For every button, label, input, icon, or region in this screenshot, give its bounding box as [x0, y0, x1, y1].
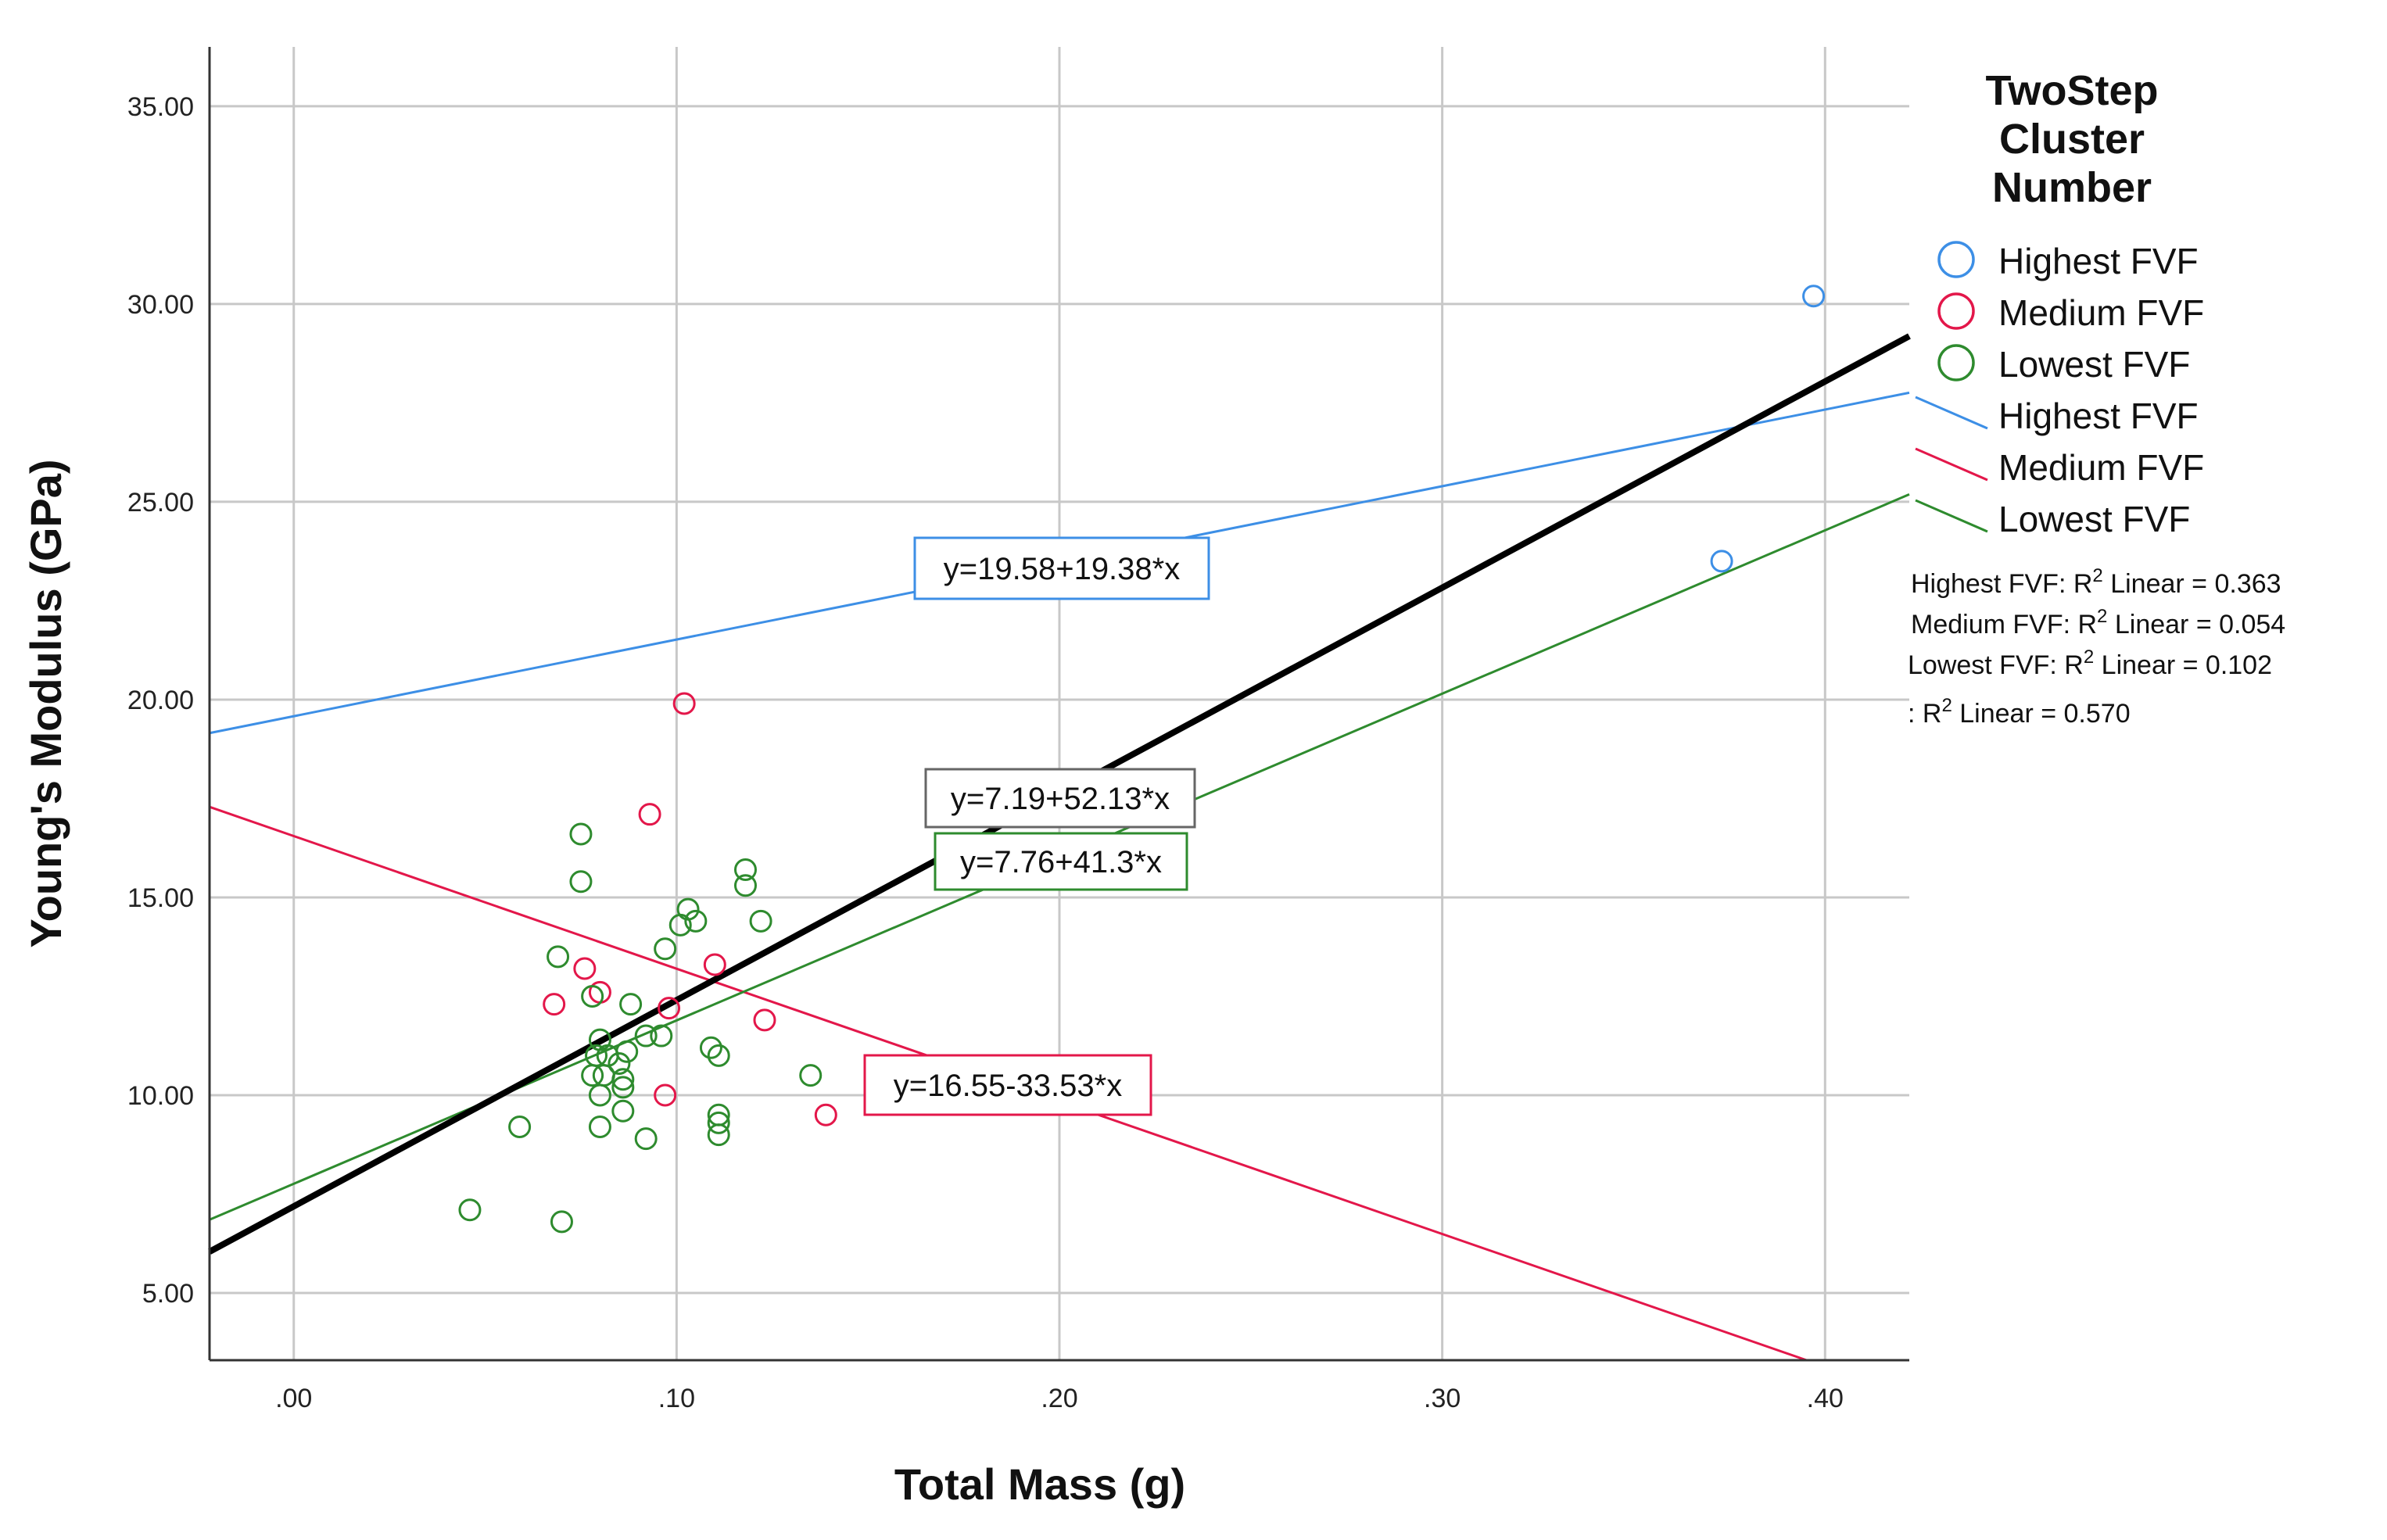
- data-point: [638, 803, 661, 826]
- x-axis-title: Total Mass (g): [894, 1459, 1185, 1509]
- legend-marker-highest: [1937, 241, 1975, 278]
- y-tick-label: 15.00: [127, 883, 194, 913]
- legend-label: Highest FVF: [1998, 396, 2199, 436]
- data-point: [588, 1115, 611, 1138]
- x-tick-label: .00: [275, 1384, 312, 1413]
- data-point: [753, 1008, 776, 1032]
- legend-line-lowest: [1915, 499, 1988, 533]
- x-tick-label: .30: [1424, 1384, 1461, 1413]
- data-point: [650, 1024, 673, 1048]
- y-tick-labels: 5.00 10.00 15.00 20.00 25.00 30.00 35.00: [127, 92, 194, 1309]
- data-point: [654, 1083, 677, 1107]
- data-point: [569, 822, 593, 846]
- data-point: [668, 913, 692, 937]
- data-point: [573, 957, 597, 980]
- data-point: [611, 1076, 635, 1099]
- equation-label-lowest: y=7.76+41.3*x: [934, 832, 1188, 891]
- data-points: [458, 285, 1826, 1234]
- legend-marker-medium: [1937, 292, 1975, 330]
- r2-line-total: : R2 Linear = 0.570: [1908, 695, 2131, 729]
- legend-label: Highest FVF: [1998, 241, 2199, 281]
- data-point: [654, 937, 677, 961]
- data-point: [619, 993, 643, 1016]
- x-tick-label: .40: [1807, 1384, 1844, 1413]
- legend-label: Medium FVF: [1998, 292, 2204, 333]
- data-point: [749, 909, 772, 933]
- equation-text-highest: y=19.58+19.38*x: [944, 552, 1180, 586]
- data-point: [569, 870, 593, 894]
- y-axis-title: Young's Modulus (GPa): [21, 459, 70, 947]
- legend-line-highest: [1915, 396, 1988, 430]
- data-point: [543, 993, 566, 1016]
- data-point: [733, 858, 757, 882]
- data-point: [634, 1127, 658, 1151]
- data-point: [733, 874, 757, 897]
- data-point: [588, 1083, 611, 1107]
- legend-line-medium: [1915, 447, 1988, 482]
- r2-annotations: Highest FVF: R2 Linear = 0.363 Medium FV…: [1908, 565, 2285, 729]
- y-tick-label: 5.00: [142, 1279, 194, 1309]
- r2-line-lowest: Lowest FVF: R2 Linear = 0.102: [1908, 646, 2272, 680]
- data-point: [611, 1099, 635, 1123]
- data-point: [799, 1064, 823, 1087]
- data-point: [684, 909, 708, 933]
- y-tick-label: 30.00: [127, 290, 194, 320]
- y-tick-label: 20.00: [127, 686, 194, 715]
- r2-line-medium: Medium FVF: R2 Linear = 0.054: [1911, 606, 2285, 639]
- data-point: [658, 997, 681, 1020]
- data-point: [703, 953, 726, 976]
- data-point: [550, 1210, 573, 1234]
- x-tick-labels: .00 .10 .20 .30 .40: [275, 1384, 1844, 1413]
- data-point: [608, 1051, 631, 1075]
- axes: [208, 47, 1909, 1362]
- legend-title-line: TwoStep: [1986, 67, 2159, 114]
- legend-label: Lowest FVF: [1998, 499, 2190, 539]
- legend-label: Medium FVF: [1998, 447, 2204, 488]
- data-point: [1710, 550, 1733, 573]
- y-tick-label: 10.00: [127, 1081, 194, 1111]
- legend-label: Lowest FVF: [1998, 344, 2190, 385]
- data-point: [707, 1123, 730, 1147]
- equation-label-highest: y=19.58+19.38*x: [913, 536, 1210, 600]
- y-tick-label: 25.00: [127, 488, 194, 518]
- legend: TwoStep Cluster Number Highest FVF Mediu…: [1915, 67, 2204, 539]
- data-point: [581, 1064, 604, 1087]
- x-tick-label: .10: [658, 1384, 695, 1413]
- equation-text-total: y=7.19+52.13*x: [951, 782, 1170, 816]
- legend-title-line: Number: [1992, 164, 2152, 211]
- data-point: [699, 1036, 722, 1059]
- data-point: [634, 1024, 658, 1048]
- data-point: [547, 945, 570, 969]
- data-point: [814, 1103, 837, 1126]
- data-point: [1802, 285, 1826, 308]
- data-point: [611, 1068, 635, 1091]
- y-tick-label: 35.00: [127, 92, 194, 122]
- equation-text-lowest: y=7.76+41.3*x: [960, 845, 1162, 879]
- data-point: [707, 1044, 730, 1067]
- data-point: [707, 1111, 730, 1134]
- x-tick-label: .20: [1041, 1384, 1077, 1413]
- data-point: [672, 692, 696, 715]
- equation-text-medium: y=16.55-33.53*x: [894, 1069, 1122, 1103]
- data-point: [458, 1198, 482, 1222]
- equation-label-total: y=7.19+52.13*x: [924, 768, 1196, 829]
- data-point: [581, 984, 604, 1008]
- r2-line-highest: Highest FVF: R2 Linear = 0.363: [1911, 565, 2281, 599]
- data-point: [615, 1040, 639, 1063]
- legend-marker-lowest: [1937, 344, 1975, 381]
- data-point: [508, 1115, 532, 1138]
- legend-title-line: Cluster: [1999, 116, 2145, 163]
- equation-label-medium: y=16.55-33.53*x: [863, 1054, 1152, 1116]
